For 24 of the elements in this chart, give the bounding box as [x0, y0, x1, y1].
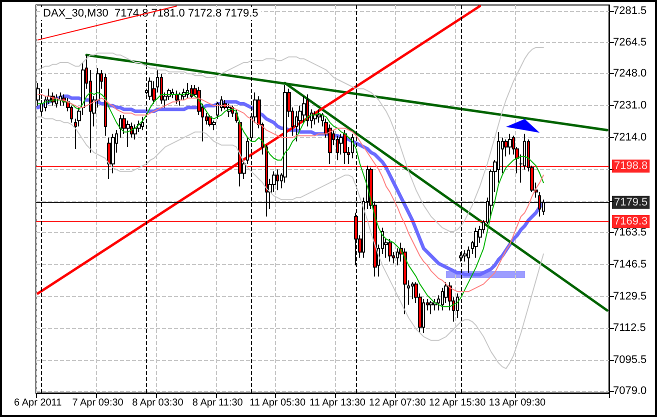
chart-title: DAX_30,M30 7174.8 7181.0 7172.8 7179.5	[43, 8, 258, 20]
y-tick-label: 7079.0	[613, 385, 647, 398]
x-tick-label: 6 Apr 2011	[14, 398, 62, 408]
y-tick-label: 7214.0	[613, 132, 647, 144]
x-tick-label: 13 Apr 09:30	[488, 398, 546, 408]
y-tick-label: 7146.5	[613, 258, 647, 270]
x-tick-label: 8 Apr 03:30	[132, 398, 184, 408]
ref-line-label: 7179.5	[614, 196, 648, 208]
y-tick-label: 7248.0	[613, 68, 647, 80]
y-tick-label: 7095.5	[613, 354, 647, 366]
x-tick-label: 12 Apr 15:30	[428, 398, 486, 408]
x-tick-label: 7 Apr 09:30	[72, 398, 124, 408]
y-tick-label: 7129.5	[613, 290, 647, 302]
ref-line-label: 7198.8	[614, 160, 648, 172]
ref-line-label: 7169.3	[614, 216, 648, 228]
x-tick-label: 12 Apr 07:30	[369, 398, 426, 408]
y-tick-label: 7112.5	[613, 322, 646, 334]
x-tick-label: 11 Apr 05:30	[250, 398, 306, 408]
y-tick-label: 7264.5	[613, 36, 647, 49]
y-tick-label: 7163.5	[613, 226, 647, 238]
y-tick-label: 7281.5	[613, 4, 647, 17]
x-tick-label: 8 Apr 11:30	[192, 398, 244, 408]
y-tick-label: 7231.0	[613, 100, 647, 112]
x-tick-label: 11 Apr 13:30	[309, 398, 366, 408]
